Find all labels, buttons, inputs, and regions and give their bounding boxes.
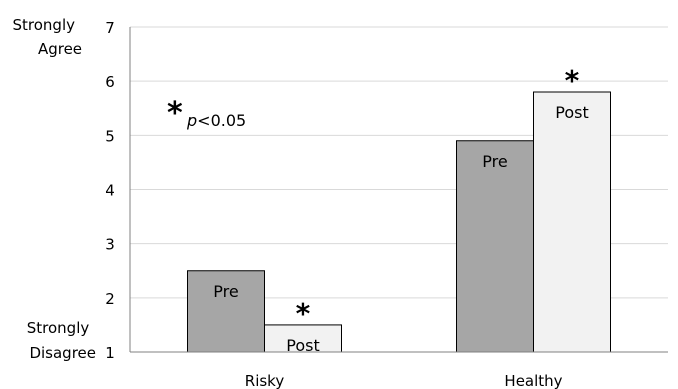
y-bottom-label-line1: Strongly (27, 319, 90, 337)
y-tick-label-4: 4 (105, 182, 115, 200)
bars (187, 91, 611, 353)
significance-star-risky: * (296, 297, 311, 330)
axes (129, 27, 668, 353)
y-tick-label-7: 7 (105, 19, 115, 37)
significance-star-healthy: * (565, 64, 580, 97)
note-p-symbol: p (186, 111, 197, 130)
labels: 1 2 3 4 5 6 7 Pre Post * Risky Pre Post * Healthy (105, 19, 589, 389)
bar-label-risky-pre: Pre (213, 282, 238, 301)
y-tick-label-3: 3 (105, 236, 115, 254)
bar-label-risky-post: Post (286, 336, 319, 355)
y-top-label-line1: Strongly (13, 16, 76, 34)
y-tick-label-5: 5 (105, 127, 115, 145)
bar-healthy-post (533, 91, 611, 353)
y-tick-label-2: 2 (105, 290, 115, 308)
note-text: p<0.05 (186, 111, 246, 130)
note-threshold: <0.05 (197, 111, 246, 130)
note-star: * (167, 96, 183, 131)
y-bottom-label-line2: Disagree (29, 344, 96, 362)
y-top-label-line2: Agree (38, 40, 82, 58)
bar-label-healthy-post: Post (555, 103, 588, 122)
x-category-label-risky: Risky (245, 372, 285, 389)
bar-risky-post (264, 324, 342, 353)
bar-label-healthy-pre: Pre (482, 152, 507, 171)
y-tick-label-1: 1 (105, 344, 115, 362)
x-category-label-healthy: Healthy (504, 372, 562, 389)
y-tick-label-6: 6 (105, 73, 115, 91)
bar-healthy-pre (456, 140, 534, 353)
